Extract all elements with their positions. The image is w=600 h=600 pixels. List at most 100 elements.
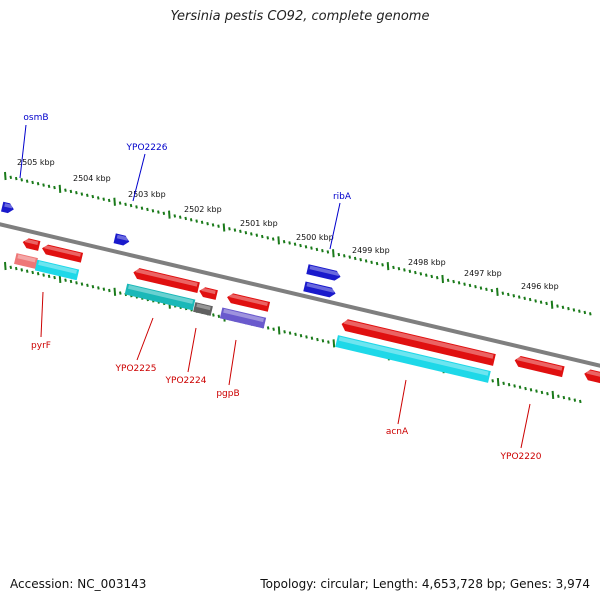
minor-tick — [42, 183, 45, 187]
major-tick — [332, 339, 336, 348]
minor-tick — [14, 266, 18, 271]
upper-tick-ring — [4, 171, 592, 316]
minor-tick — [118, 201, 122, 205]
minor-tick — [545, 301, 548, 306]
minor-tick — [53, 185, 56, 190]
minor-tick — [47, 184, 51, 188]
minor-tick — [239, 229, 242, 234]
minor-tick — [293, 242, 297, 246]
minor-tick — [540, 390, 544, 395]
gene-label: acnA — [386, 427, 409, 437]
gene-pyrF-b — [42, 244, 84, 263]
minor-tick — [96, 196, 100, 200]
minor-tick — [364, 259, 368, 263]
minor-tick — [463, 282, 466, 286]
minor-tick — [583, 310, 587, 315]
gene-pgpB — [227, 293, 271, 312]
minor-tick — [359, 257, 362, 262]
major-tick — [4, 171, 7, 181]
gene-label: YPO2226 — [126, 143, 168, 153]
cds-YPO2224 — [193, 302, 213, 316]
scale-label: 2499 kbp — [352, 246, 390, 255]
gene-leader-line — [40, 291, 44, 338]
minor-tick — [524, 386, 527, 391]
gene-ribA-1 — [306, 264, 341, 281]
cds-acnA — [335, 335, 491, 383]
minor-tick — [397, 267, 401, 271]
minor-tick — [348, 255, 352, 259]
gene-label: YPO2224 — [165, 376, 207, 386]
scale-label: 2503 kbp — [128, 190, 166, 199]
minor-tick — [47, 274, 51, 279]
minor-tick — [572, 308, 576, 312]
minor-tick — [468, 283, 472, 288]
major-tick — [496, 287, 499, 296]
minor-tick — [578, 309, 581, 313]
minor-tick — [294, 332, 297, 337]
minor-tick — [173, 214, 177, 218]
minor-tick — [342, 254, 346, 258]
minor-tick — [490, 288, 494, 293]
gene-YPO2226 — [113, 233, 130, 246]
minor-tick — [260, 234, 264, 239]
major-tick — [222, 223, 226, 232]
scale-label: 2501 kbp — [240, 219, 278, 228]
scale-label: 2497 kbp — [464, 269, 502, 278]
minor-tick — [107, 198, 111, 203]
minor-tick — [430, 274, 434, 279]
labels: 2505 kbp 2504 kbp 2503 kbp 2502 kbp 2501 kbp… — [17, 113, 559, 462]
minor-tick — [491, 379, 494, 383]
gene-leader-line — [228, 339, 237, 386]
minor-tick — [321, 339, 325, 343]
minor-tick — [80, 282, 84, 286]
minor-tick — [140, 206, 144, 210]
minor-tick — [299, 243, 302, 248]
minor-tick — [250, 232, 253, 236]
gene-label: pgpB — [216, 389, 239, 399]
minor-tick — [513, 384, 516, 388]
cds-pgpB — [219, 307, 267, 329]
gene-label: YPO2220 — [500, 452, 542, 462]
minor-tick — [69, 189, 73, 194]
major-tick — [113, 287, 117, 296]
minor-tick — [474, 285, 477, 289]
minor-tick — [146, 207, 149, 212]
minor-tick — [36, 182, 40, 186]
minor-tick — [217, 224, 220, 228]
major-tick — [550, 300, 554, 309]
minor-tick — [502, 381, 505, 386]
minor-tick — [189, 218, 193, 222]
minor-tick — [557, 394, 560, 398]
minor-tick — [80, 192, 84, 196]
minor-tick — [310, 336, 314, 340]
minor-tick — [408, 269, 412, 273]
minor-tick — [381, 263, 384, 267]
minor-tick — [75, 281, 78, 285]
major-tick — [58, 184, 62, 193]
gene-leader-line — [136, 317, 154, 361]
minor-tick — [151, 209, 155, 213]
minor-tick — [579, 399, 582, 404]
gene-leader-line — [520, 403, 531, 449]
major-tick — [4, 261, 7, 271]
minor-tick — [228, 227, 231, 231]
minor-tick — [36, 272, 40, 276]
minor-tick — [375, 261, 379, 266]
minor-tick — [162, 211, 166, 216]
minor-tick — [31, 180, 34, 185]
minor-tick — [14, 176, 18, 181]
minor-tick — [233, 228, 237, 232]
minor-tick — [178, 215, 182, 219]
minor-tick — [568, 397, 571, 401]
minor-tick — [9, 175, 13, 179]
minor-tick — [25, 179, 29, 183]
gene-features — [1, 201, 600, 384]
minor-tick — [211, 223, 215, 227]
lower-tick-ring — [4, 261, 582, 404]
minor-tick — [419, 272, 423, 276]
minor-tick — [589, 312, 592, 316]
minor-tick — [403, 268, 406, 272]
gene-YPO2220 — [514, 356, 565, 378]
minor-tick — [370, 260, 373, 264]
minor-tick — [97, 286, 100, 290]
